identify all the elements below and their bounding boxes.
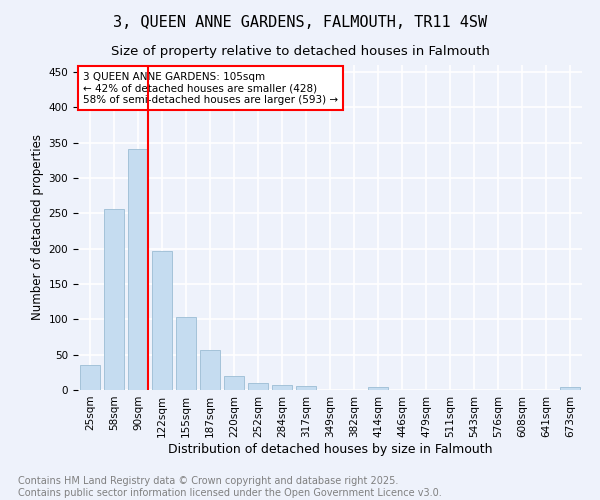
Bar	[80, 364, 100, 390]
Bar	[152, 251, 172, 390]
Bar	[128, 149, 148, 390]
Text: 3, QUEEN ANNE GARDENS, FALMOUTH, TR11 4SW: 3, QUEEN ANNE GARDENS, FALMOUTH, TR11 4S…	[113, 15, 487, 30]
Text: 3 QUEEN ANNE GARDENS: 105sqm
← 42% of detached houses are smaller (428)
58% of s: 3 QUEEN ANNE GARDENS: 105sqm ← 42% of de…	[83, 72, 338, 104]
Bar	[296, 386, 316, 390]
Text: Size of property relative to detached houses in Falmouth: Size of property relative to detached ho…	[110, 45, 490, 58]
Bar	[176, 316, 196, 390]
Bar	[560, 387, 580, 390]
Bar	[104, 209, 124, 390]
Bar	[248, 383, 268, 390]
X-axis label: Distribution of detached houses by size in Falmouth: Distribution of detached houses by size …	[168, 442, 492, 456]
Bar	[272, 385, 292, 390]
Y-axis label: Number of detached properties: Number of detached properties	[31, 134, 44, 320]
Text: Contains HM Land Registry data © Crown copyright and database right 2025.
Contai: Contains HM Land Registry data © Crown c…	[18, 476, 442, 498]
Bar	[368, 387, 388, 390]
Bar	[200, 350, 220, 390]
Bar	[224, 376, 244, 390]
